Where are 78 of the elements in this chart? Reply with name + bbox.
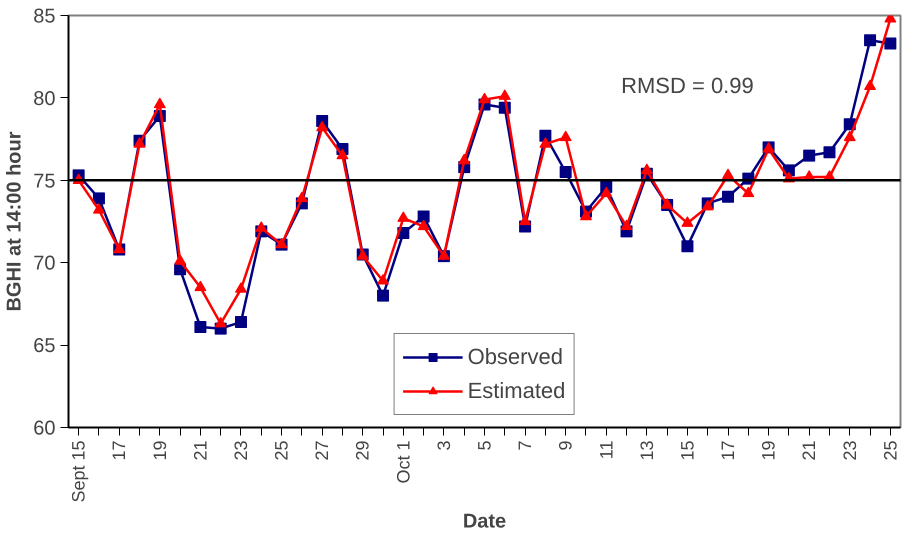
point <box>620 220 633 230</box>
x-tick-label: 3 <box>434 440 454 451</box>
point <box>438 249 450 260</box>
x-tick-label: 27 <box>312 440 332 461</box>
x-tick-label: 11 <box>596 440 616 460</box>
x-tick-label: 15 <box>677 440 698 461</box>
x-tick-label: 23 <box>840 440 860 461</box>
point <box>539 137 552 148</box>
point <box>296 192 308 202</box>
y-tick-label: 65 <box>33 335 56 358</box>
x-tick-label: 13 <box>636 440 657 461</box>
point <box>397 211 410 222</box>
point <box>194 320 206 333</box>
x-tick-label: 23 <box>230 440 251 461</box>
x-axis-title: Date <box>462 510 506 533</box>
x-tick-label: Sept 15 <box>68 440 89 503</box>
point <box>336 148 348 160</box>
point <box>823 146 836 158</box>
point <box>174 254 186 265</box>
x-tick-label: 25 <box>272 440 292 461</box>
point <box>134 137 146 148</box>
point <box>377 274 390 285</box>
point <box>864 80 876 90</box>
point <box>803 150 816 162</box>
point <box>276 238 288 248</box>
point <box>255 221 268 232</box>
point <box>418 210 430 223</box>
point <box>560 166 572 178</box>
point <box>478 92 490 104</box>
legend-label: Observed <box>468 343 563 371</box>
point <box>742 186 754 198</box>
x-tick-label: 7 <box>515 440 536 451</box>
point <box>458 154 470 164</box>
x-tick-label: 17 <box>718 440 738 461</box>
x-tick-label: 5 <box>474 440 494 451</box>
point <box>498 89 511 100</box>
legend-label: Estimated <box>468 377 566 405</box>
x-tick-label: Oct 1 <box>393 440 414 484</box>
point <box>113 242 126 254</box>
point <box>884 38 896 50</box>
x-tick-label: 19 <box>758 440 779 461</box>
annotation: RMSD = 0.99 <box>621 72 754 98</box>
point <box>560 130 572 142</box>
x-tick-label: 9 <box>556 440 576 451</box>
point <box>702 200 714 210</box>
y-tick-label: 80 <box>33 88 56 110</box>
y-axis-title: BGHI at 14:00 hour <box>3 131 26 312</box>
y-tick-label: 75 <box>33 170 56 192</box>
point <box>234 316 247 328</box>
point <box>580 210 592 220</box>
point <box>418 220 430 230</box>
y-tick-label: 70 <box>33 252 56 275</box>
x-tick-label: 29 <box>352 440 373 461</box>
point <box>844 130 856 142</box>
y-tick-label: 60 <box>33 418 56 440</box>
point <box>681 240 694 252</box>
point <box>681 216 694 227</box>
point <box>92 203 105 214</box>
point <box>154 98 166 108</box>
point <box>640 164 653 174</box>
point <box>864 34 876 46</box>
point <box>722 168 734 180</box>
point <box>234 282 247 293</box>
point <box>722 190 734 203</box>
point <box>600 186 612 198</box>
point <box>661 198 674 209</box>
point <box>92 192 105 204</box>
point <box>194 280 206 292</box>
x-tick-label: 21 <box>190 440 210 461</box>
point <box>214 316 227 328</box>
point <box>377 290 390 302</box>
x-tick-label: 19 <box>150 440 170 461</box>
point <box>519 214 532 226</box>
y-tick-label: 85 <box>33 6 56 28</box>
x-tick-label: 21 <box>799 440 820 461</box>
x-tick-label: 17 <box>109 440 130 461</box>
x-tick-label: 25 <box>880 440 900 461</box>
point <box>316 120 328 132</box>
